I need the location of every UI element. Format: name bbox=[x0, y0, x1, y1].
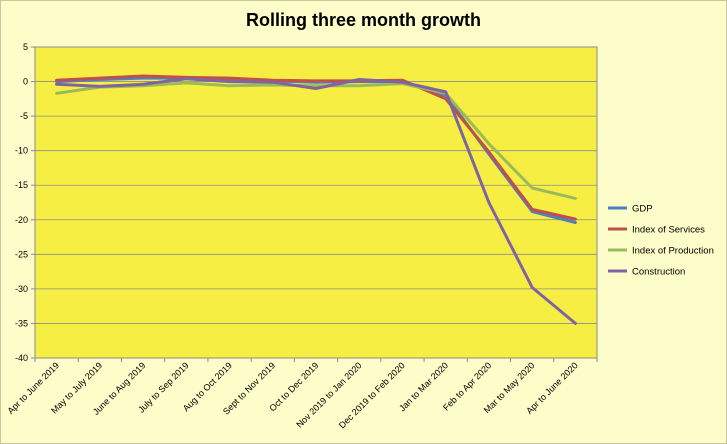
series-line-index-of-services bbox=[55, 74, 577, 221]
plot-area bbox=[34, 46, 598, 359]
y-tick-label: -40 bbox=[15, 353, 28, 363]
y-tick-label: -35 bbox=[15, 318, 28, 328]
y-tick-label: -30 bbox=[15, 284, 28, 294]
y-axis-ticks: 5 0 -5 -10 -15 -20 -25 -30 -35 -40 bbox=[15, 42, 35, 363]
gridlines bbox=[35, 46, 597, 359]
y-tick-label: -25 bbox=[15, 249, 28, 259]
legend-label: GDP bbox=[632, 204, 653, 215]
chart-title: Rolling three month growth bbox=[246, 10, 481, 30]
y-tick-label: -5 bbox=[20, 111, 28, 121]
y-tick-label: 5 bbox=[23, 42, 28, 52]
y-tick-label: -20 bbox=[15, 215, 28, 225]
legend-label: Construction bbox=[632, 267, 685, 278]
y-tick-label: -10 bbox=[15, 146, 28, 156]
legend-label: Index of Production bbox=[632, 246, 714, 257]
y-tick-label: -15 bbox=[15, 180, 28, 190]
series-line-construction bbox=[55, 77, 577, 325]
legend: GDP Index of Services Index of Production C… bbox=[608, 204, 714, 278]
series-lines bbox=[55, 74, 577, 325]
legend-label: Index of Services bbox=[632, 225, 705, 236]
y-tick-label: 0 bbox=[23, 77, 28, 87]
